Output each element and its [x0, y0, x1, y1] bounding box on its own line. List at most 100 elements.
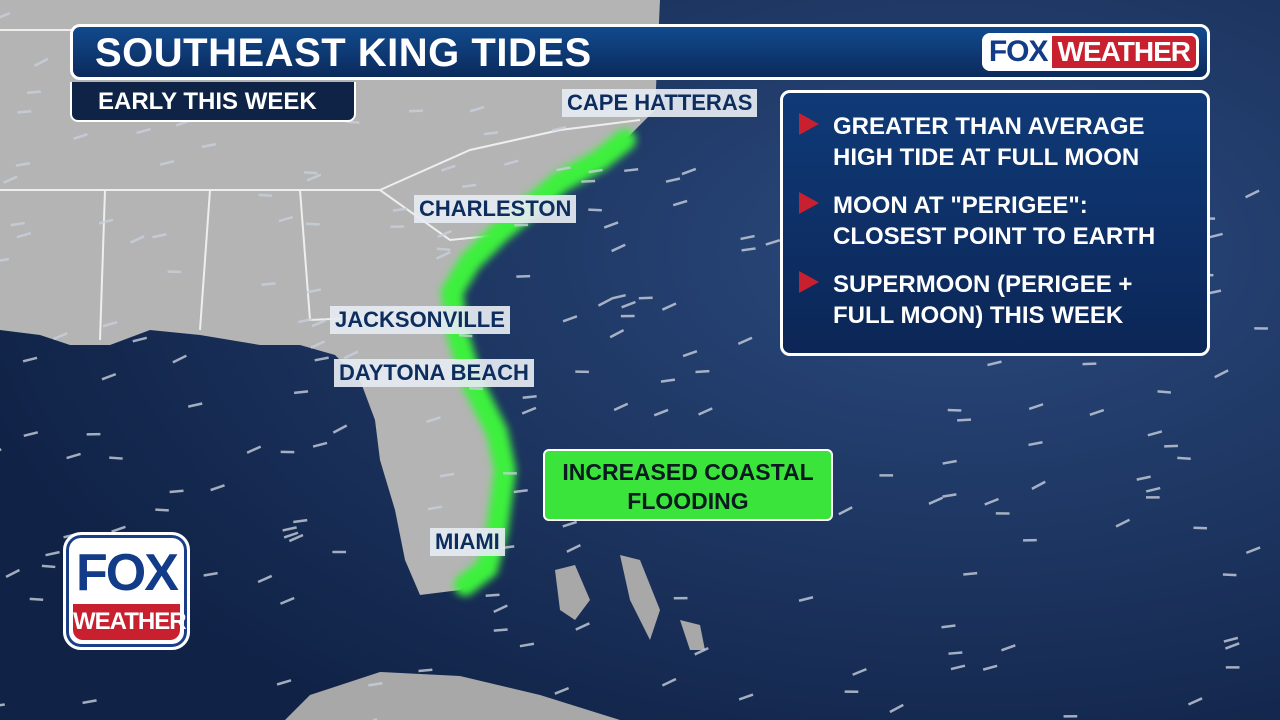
wind-arrow	[305, 222, 320, 226]
wind-arrow	[950, 664, 966, 671]
wind-arrow	[740, 234, 755, 241]
wind-arrow	[368, 681, 383, 687]
wind-arrow	[1089, 408, 1105, 416]
wind-arrow	[672, 199, 688, 207]
wind-arrow	[440, 164, 456, 172]
wind-arrow	[29, 597, 44, 602]
wind-arrow	[82, 699, 97, 705]
wind-arrow	[132, 336, 148, 343]
flood-callout: INCREASED COASTAL FLOODING	[543, 449, 833, 521]
wind-arrow	[493, 604, 508, 614]
wind-arrow	[765, 239, 781, 246]
wind-arrow	[928, 496, 944, 505]
wind-arrow	[111, 525, 126, 533]
wind-arrow	[1223, 636, 1239, 643]
wind-arrow	[462, 183, 477, 189]
wind-arrow	[665, 177, 681, 183]
wind-arrow	[109, 456, 123, 460]
wind-arrow	[23, 431, 39, 438]
wind-arrow	[15, 161, 31, 167]
land-bahamas	[555, 555, 705, 650]
wind-arrow	[310, 340, 326, 349]
wind-arrow	[312, 441, 328, 448]
wind-arrow	[10, 221, 25, 227]
wind-arrow	[246, 445, 262, 454]
wind-arrow	[941, 624, 956, 629]
wind-arrow	[436, 250, 451, 260]
wind-arrow	[798, 596, 814, 602]
red-triangle-icon	[799, 192, 819, 214]
info-panel: GREATER THAN AVERAGE HIGH TIDE AT FULL M…	[780, 90, 1210, 356]
city-label-miami: MIAMI	[430, 528, 505, 556]
wind-arrow	[603, 221, 619, 229]
wind-arrow	[426, 416, 441, 424]
wind-arrow	[661, 302, 677, 311]
wind-arrow	[987, 360, 1002, 367]
logo-fox-text: FOX	[76, 544, 179, 602]
info-bullet: GREATER THAN AVERAGE HIGH TIDE AT FULL M…	[799, 111, 1207, 173]
wind-arrow	[695, 369, 710, 374]
wind-arrow	[3, 175, 18, 184]
wind-arrow	[17, 109, 32, 114]
wind-arrow	[439, 472, 455, 478]
wind-arrow	[98, 218, 114, 225]
page-title: SOUTHEAST KING TIDES	[95, 31, 592, 75]
wind-arrow	[169, 489, 184, 494]
wind-arrow	[53, 332, 68, 341]
wind-arrow	[609, 329, 625, 339]
wind-arrow	[418, 668, 433, 673]
wind-arrow	[948, 651, 963, 655]
wind-arrow	[343, 350, 359, 360]
wind-arrow	[283, 531, 299, 539]
wind-arrow	[741, 247, 756, 252]
red-triangle-icon	[799, 271, 819, 293]
wind-arrow	[984, 497, 999, 506]
wind-arrow	[551, 125, 567, 132]
wind-arrow	[588, 208, 602, 212]
wind-arrow	[1028, 441, 1043, 447]
wind-arrow	[581, 179, 596, 183]
wind-arrow	[611, 293, 626, 300]
wind-arrow	[306, 173, 322, 182]
wind-arrow	[276, 679, 292, 686]
wind-arrow	[293, 518, 308, 524]
wind-arrow	[298, 317, 313, 324]
wind-arrow	[566, 543, 581, 553]
wind-arrow	[210, 484, 225, 492]
wind-arrow	[1001, 644, 1016, 652]
bullet-text: SUPERMOON (PERIGEE + FULL MOON) THIS WEE…	[833, 271, 1133, 329]
wind-arrow	[562, 315, 578, 323]
wind-arrow	[1222, 573, 1237, 577]
wind-arrow	[1208, 232, 1223, 239]
wind-arrow	[682, 350, 698, 358]
wind-arrow	[201, 142, 217, 149]
info-bullet: MOON AT "PERIGEE": CLOSEST POINT TO EART…	[799, 190, 1207, 252]
wind-arrow	[257, 574, 273, 584]
wind-arrow	[0, 257, 10, 262]
wind-arrow	[889, 703, 904, 714]
city-label-jacksonville: JACKSONVILLE	[330, 306, 510, 334]
header-bar: SOUTHEAST KING TIDES FOX WEATHER	[70, 24, 1210, 80]
wind-arrow	[852, 667, 867, 676]
wind-arrow	[172, 354, 187, 364]
wind-arrow	[303, 171, 318, 175]
city-label-daytona-beach: DAYTONA BEACH	[334, 359, 534, 387]
city-label-cape-hatteras: CAPE HATTERAS	[562, 89, 758, 117]
wind-arrow	[306, 288, 322, 294]
wind-arrow	[332, 424, 348, 434]
wind-arrow	[469, 105, 485, 113]
wind-arrow	[0, 11, 11, 19]
wind-arrow	[613, 402, 629, 412]
wind-arrow	[66, 452, 81, 460]
wind-arrow	[203, 571, 218, 577]
city-label-charleston: CHARLESTON	[414, 195, 577, 223]
wind-arrow	[519, 642, 535, 648]
wind-arrow	[293, 390, 309, 395]
wind-arrow	[45, 550, 60, 557]
wind-arrow	[73, 132, 88, 140]
wind-arrow	[101, 372, 117, 381]
logo-fox-text: FOX	[984, 36, 1052, 68]
logo-weather-text: WEATHER	[73, 604, 187, 640]
wind-arrow	[660, 378, 676, 383]
wind-arrow	[513, 489, 528, 494]
